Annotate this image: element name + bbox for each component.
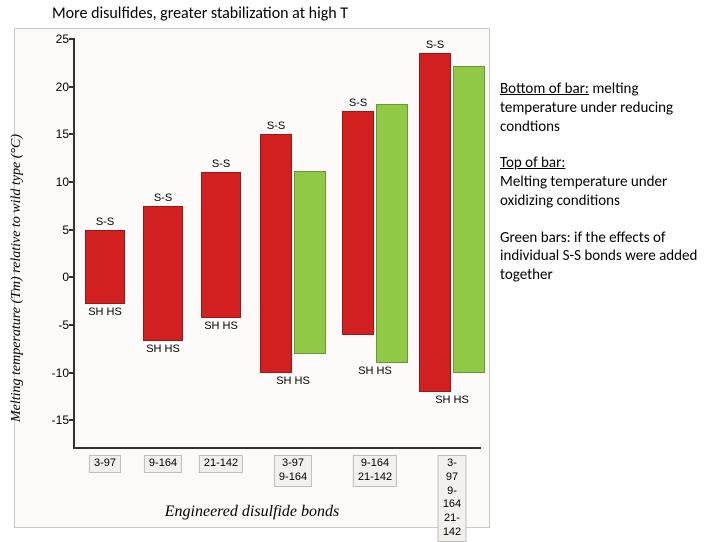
ytick-mark	[69, 324, 75, 326]
bar-label-ss: S-S	[96, 216, 114, 228]
annotation-heading: Top of bar:	[500, 154, 565, 172]
bar-red	[419, 53, 451, 391]
annotation-top-of-bar: Top of bar: Melting temperature under ox…	[500, 154, 710, 210]
y-axis-label: Melting temperature (Tm) relative to wil…	[9, 78, 25, 478]
ytick-mark	[69, 372, 75, 374]
ytick-mark	[69, 133, 75, 135]
ytick-label: 10	[43, 175, 69, 189]
ytick-label: 5	[43, 223, 69, 237]
ytick-label: 25	[43, 32, 69, 46]
ytick-mark	[69, 419, 75, 421]
bar-green	[294, 171, 326, 354]
ytick-label: -5	[43, 318, 69, 332]
page-title: More disulfides, greater stabilization a…	[52, 4, 348, 23]
bar-label-ss: S-S	[267, 120, 285, 132]
x-category: 3-979-16421-142	[438, 455, 467, 542]
bar-label-shhs: SH HS	[342, 365, 408, 377]
x-category: 21-142	[199, 455, 243, 473]
bar-red	[260, 134, 292, 372]
ytick-mark	[69, 229, 75, 231]
ytick-label: -10	[43, 366, 69, 380]
bar-green	[376, 104, 408, 363]
bar-label-ss: S-S	[212, 158, 230, 170]
x-category: 9-16421-142	[353, 455, 397, 487]
ytick-label: 0	[43, 270, 69, 284]
bar-red	[201, 172, 241, 318]
ytick-mark	[69, 38, 75, 40]
bar-red	[143, 206, 183, 341]
x-category: 9-164	[144, 455, 182, 473]
ytick-label: 15	[43, 127, 69, 141]
bar-label-shhs: SH HS	[201, 320, 241, 332]
annotation-green-bars: Green bars: if the effects of individual…	[500, 229, 710, 285]
plot-area: -15-10-50510152025S-SSH HS3-97S-SSH HS9-…	[73, 39, 481, 449]
x-category: 3-97	[89, 455, 121, 473]
ytick-mark	[69, 86, 75, 88]
bar-label-shhs: SH HS	[260, 375, 326, 387]
chart-container: Melting temperature (Tm) relative to wil…	[14, 28, 490, 528]
x-category: 3-979-164	[274, 455, 312, 487]
ytick-label: -15	[43, 413, 69, 427]
bar-label-shhs: SH HS	[143, 343, 183, 355]
bar-label-ss: S-S	[426, 39, 444, 51]
bar-red	[85, 230, 125, 304]
bar-green	[453, 66, 485, 373]
x-axis-label: Engineered disulfide bonds	[15, 503, 489, 521]
bar-label-shhs: SH HS	[85, 306, 125, 318]
ytick-mark	[69, 276, 75, 278]
bar-label-ss: S-S	[349, 97, 367, 109]
bar-label-shhs: SH HS	[419, 394, 485, 406]
ytick-label: 20	[43, 80, 69, 94]
annotations: Bottom of bar: melting temperature under…	[500, 80, 710, 303]
bar-label-ss: S-S	[154, 192, 172, 204]
bar-red	[342, 111, 374, 335]
annotation-heading: Bottom of bar:	[500, 80, 589, 98]
annotation-bottom-of-bar: Bottom of bar: melting temperature under…	[500, 80, 710, 136]
ytick-mark	[69, 181, 75, 183]
